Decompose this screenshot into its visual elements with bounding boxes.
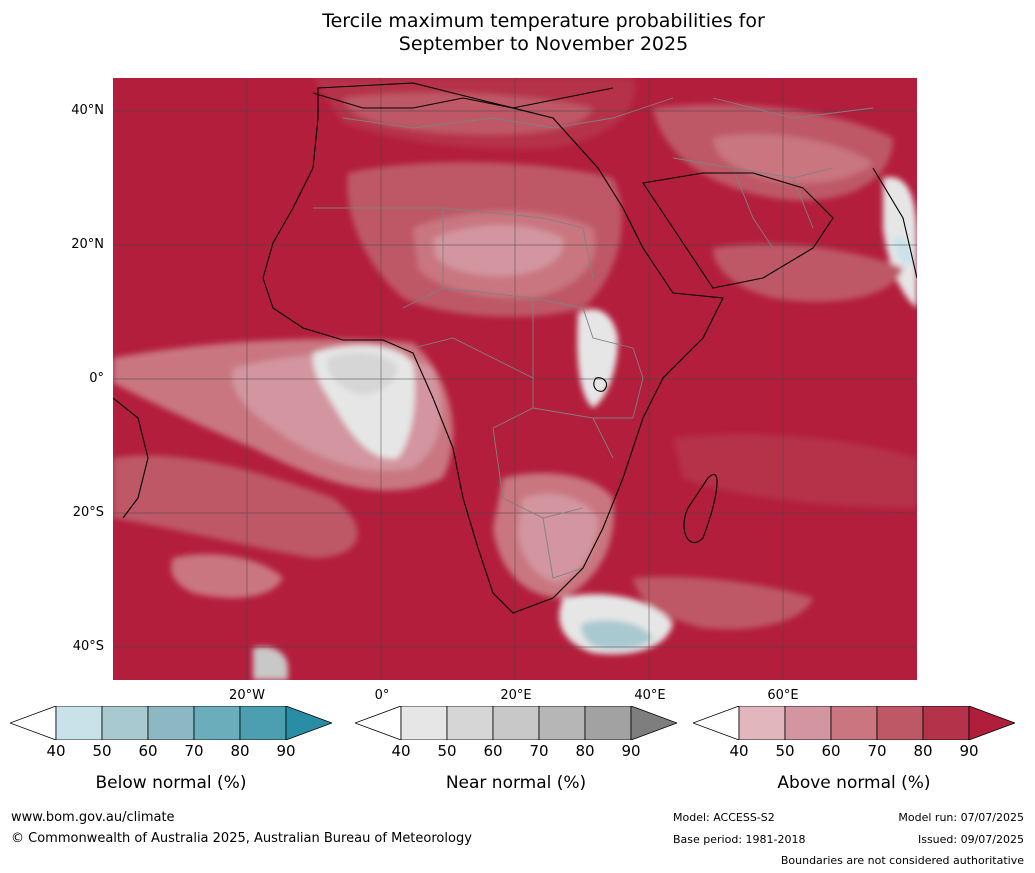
lon-label-20e: 20°E — [500, 688, 532, 703]
footer-url: www.bom.gov.au/climate — [11, 810, 175, 825]
graticule — [113, 78, 917, 680]
coastlines — [113, 82, 917, 614]
below-tick-90: 90 — [276, 742, 296, 760]
below-tick-70: 70 — [184, 742, 204, 760]
colorbar-near-normal-svg — [353, 705, 679, 741]
lat-label-20s: 20°S — [72, 505, 104, 520]
below-bin-80-90 — [239, 705, 287, 741]
southern-ocean-70 — [633, 576, 813, 630]
india-below-normal — [893, 236, 913, 265]
near-normal-title: Near normal (%) — [445, 773, 587, 793]
below-tick-50: 50 — [92, 742, 112, 760]
arabia-coast — [642, 172, 834, 289]
colorbar-below-normal: 40 50 60 70 80 90 Below normal (%) — [8, 705, 334, 793]
colorbar-above-normal-svg — [691, 705, 1017, 741]
below-tick-80: 80 — [230, 742, 250, 760]
lon-label-40e: 40°E — [634, 688, 666, 703]
footer-copyright: © Commonwealth of Australia 2025, Austra… — [11, 831, 472, 846]
lon-label-0: 0° — [374, 688, 390, 703]
colorbar-above-normal: 40 50 60 70 80 90 Above normal (%) — [691, 705, 1017, 793]
near-tick-50: 50 — [437, 742, 457, 760]
near-bin-80-90 — [584, 705, 632, 741]
near-extend-low — [353, 705, 402, 741]
near-bin-70-80 — [538, 705, 586, 741]
southern-ocean-below-normal — [581, 620, 653, 650]
above-bin-60-70 — [830, 705, 878, 741]
above-extend-low — [691, 705, 740, 741]
below-bin-70-80 — [193, 705, 241, 741]
south-america-coast — [113, 397, 149, 519]
indian-ocean-80 — [673, 434, 917, 508]
lat-label-20n: 20°N — [71, 237, 104, 252]
colorbar-near-normal: 40 50 60 70 80 90 Near normal (%) — [353, 705, 679, 793]
above-tick-40: 40 — [729, 742, 749, 760]
below-extend-low — [8, 705, 57, 741]
above-tick-60: 60 — [821, 742, 841, 760]
above-normal-title: Above normal (%) — [777, 773, 931, 793]
lake-victoria — [593, 377, 608, 392]
colorbar-below-normal-svg — [8, 705, 334, 741]
map-title: Tercile maximum temperature probabilitie… — [0, 10, 1035, 56]
africa-coast — [262, 82, 724, 614]
country-borders — [313, 97, 874, 579]
s-west-atlantic-near-normal — [253, 646, 288, 680]
lon-label-60e: 60°E — [767, 688, 799, 703]
lon-label-20w: 20°W — [229, 688, 265, 703]
above-tick-50: 50 — [775, 742, 795, 760]
near-extend-high — [630, 705, 679, 741]
below-normal-title: Below normal (%) — [95, 773, 247, 793]
below-tick-60: 60 — [138, 742, 158, 760]
near-tick-80: 80 — [575, 742, 595, 760]
sahara-50-zone — [433, 224, 564, 277]
near-bin-40-50 — [400, 705, 448, 741]
below-bin-40-50 — [55, 705, 103, 741]
mideast-60-zone — [713, 134, 873, 183]
footer-model-run: Model run: 07/07/2025 — [898, 811, 1024, 824]
lat-label-40n: 40°N — [71, 103, 104, 118]
above-tick-80: 80 — [913, 742, 933, 760]
below-extend-high — [285, 705, 334, 741]
europe-coast — [312, 87, 614, 109]
southern-africa-50 — [518, 493, 598, 583]
above-tick-70: 70 — [867, 742, 887, 760]
above-bin-70-80 — [876, 705, 924, 741]
east-africa-near-normal — [577, 309, 618, 408]
s-atlantic-70 — [113, 455, 358, 558]
footer-base-period: Base period: 1981-2018 — [673, 833, 806, 846]
near-bin-60-70 — [492, 705, 540, 741]
above-extend-high — [968, 705, 1017, 741]
map-title-line-1: Tercile maximum temperature probabilitie… — [322, 10, 765, 32]
map-area — [113, 78, 917, 680]
near-bin-50-60 — [446, 705, 494, 741]
near-tick-60: 60 — [483, 742, 503, 760]
footer-disclaimer: Boundaries are not considered authoritat… — [780, 854, 1024, 867]
s-atlantic-60 — [171, 554, 283, 598]
near-tick-70: 70 — [529, 742, 549, 760]
probability-map — [113, 78, 917, 680]
lat-label-0: 0° — [89, 371, 104, 386]
map-title-line-2: September to November 2025 — [398, 33, 689, 55]
india-coast — [872, 167, 917, 279]
footer-model: Model: ACCESS-S2 — [673, 811, 775, 824]
lat-label-40s: 40°S — [72, 639, 104, 654]
footer-issued: Issued: 09/07/2025 — [917, 833, 1024, 846]
above-tick-90: 90 — [959, 742, 979, 760]
above-bin-80-90 — [922, 705, 970, 741]
near-tick-40: 40 — [391, 742, 411, 760]
below-tick-40: 40 — [46, 742, 66, 760]
above-bin-40-50 — [738, 705, 786, 741]
above-bin-50-60 — [784, 705, 832, 741]
madagascar-coast — [683, 474, 718, 544]
indian-ocean-70 — [713, 244, 903, 302]
near-tick-90: 90 — [621, 742, 641, 760]
below-bin-50-60 — [101, 705, 149, 741]
below-bin-60-70 — [147, 705, 195, 741]
guinea-near-normal-core — [327, 352, 398, 395]
